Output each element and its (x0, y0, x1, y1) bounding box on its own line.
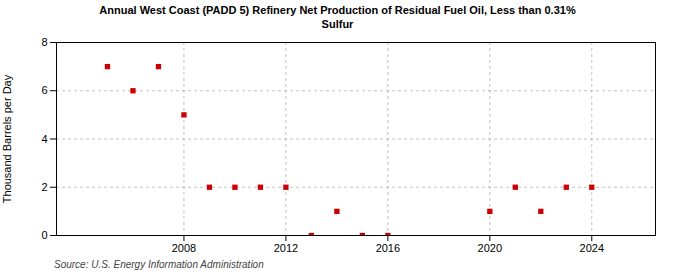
svg-text:2020: 2020 (478, 242, 502, 254)
svg-text:2: 2 (41, 180, 47, 192)
svg-text:2016: 2016 (376, 242, 400, 254)
html-text:Source: U.S. Energy Informatio: Source: U.S. Energy Information Administ… (54, 258, 264, 270)
svg-text:4: 4 (41, 132, 47, 144)
svg-text:Thousand Barrels per Day: Thousand Barrels per Day (1, 74, 13, 203)
svg-text:6: 6 (41, 84, 47, 96)
svg-text:2024: 2024 (580, 242, 604, 254)
svg-text:2008: 2008 (172, 242, 196, 254)
svg-text:8: 8 (41, 36, 47, 48)
svg-text:2012: 2012 (274, 242, 298, 254)
html-text:Annual West Coast (PADD 5) Ref: Annual West Coast (PADD 5) Refinery Net … (99, 4, 576, 31)
svg-text:0: 0 (41, 229, 47, 241)
